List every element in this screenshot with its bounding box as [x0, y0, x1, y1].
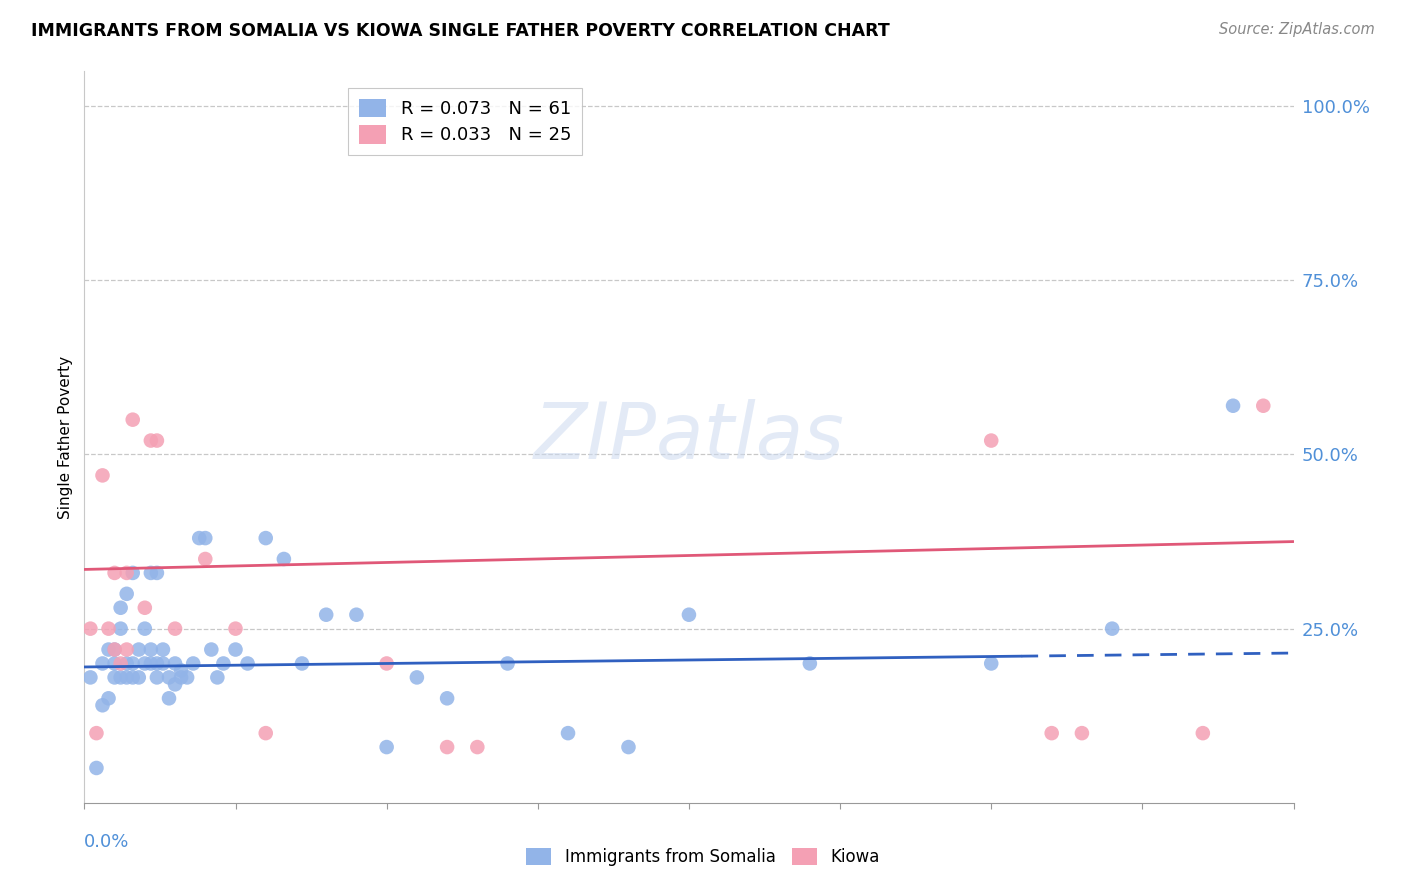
Point: [121, 657, 143, 671]
Point: [799, 657, 821, 671]
Point: [375, 740, 398, 755]
Point: [315, 607, 337, 622]
Point: [346, 607, 368, 622]
Point: [139, 657, 162, 671]
Point: [254, 531, 277, 545]
Point: [678, 607, 700, 622]
Point: [176, 670, 198, 684]
Point: [139, 642, 162, 657]
Text: ZIPatlas: ZIPatlas: [533, 399, 845, 475]
Point: [91, 657, 114, 671]
Point: [128, 642, 150, 657]
Point: [104, 657, 127, 671]
Point: [79, 670, 101, 684]
Point: [1101, 622, 1123, 636]
Point: [146, 434, 169, 448]
Point: [104, 566, 127, 580]
Point: [86, 761, 108, 775]
Point: [146, 657, 169, 671]
Text: Source: ZipAtlas.com: Source: ZipAtlas.com: [1219, 22, 1375, 37]
Y-axis label: Single Father Poverty: Single Father Poverty: [58, 356, 73, 518]
Point: [165, 657, 187, 671]
Point: [134, 622, 156, 636]
Point: [207, 670, 229, 684]
Point: [157, 670, 180, 684]
Point: [139, 434, 162, 448]
Point: [980, 434, 1002, 448]
Point: [165, 622, 187, 636]
Point: [1253, 399, 1275, 413]
Point: [110, 670, 132, 684]
Point: [121, 566, 143, 580]
Point: [139, 566, 162, 580]
Point: [97, 622, 120, 636]
Point: [1071, 726, 1094, 740]
Point: [375, 657, 398, 671]
Point: [436, 691, 458, 706]
Point: [86, 726, 108, 740]
Point: [200, 642, 222, 657]
Point: [557, 726, 579, 740]
Point: [134, 600, 156, 615]
Point: [1040, 726, 1063, 740]
Point: [128, 670, 150, 684]
Point: [181, 657, 204, 671]
Point: [104, 642, 127, 657]
Point: [110, 622, 132, 636]
Point: [104, 670, 127, 684]
Text: 0.0%: 0.0%: [84, 833, 129, 851]
Point: [104, 642, 127, 657]
Point: [1192, 726, 1215, 740]
Point: [157, 691, 180, 706]
Point: [115, 566, 138, 580]
Point: [291, 657, 314, 671]
Point: [467, 740, 489, 755]
Point: [1222, 399, 1244, 413]
Legend: Immigrants from Somalia, Kiowa: Immigrants from Somalia, Kiowa: [520, 841, 886, 873]
Point: [980, 657, 1002, 671]
Point: [97, 691, 120, 706]
Point: [236, 657, 259, 671]
Legend: R = 0.073   N = 61, R = 0.033   N = 25: R = 0.073 N = 61, R = 0.033 N = 25: [349, 87, 582, 155]
Point: [273, 552, 295, 566]
Point: [110, 657, 132, 671]
Point: [436, 740, 458, 755]
Point: [146, 670, 169, 684]
Point: [134, 657, 156, 671]
Point: [212, 657, 235, 671]
Point: [121, 412, 143, 426]
Point: [188, 531, 211, 545]
Point: [91, 468, 114, 483]
Point: [170, 664, 193, 678]
Point: [406, 670, 429, 684]
Text: IMMIGRANTS FROM SOMALIA VS KIOWA SINGLE FATHER POVERTY CORRELATION CHART: IMMIGRANTS FROM SOMALIA VS KIOWA SINGLE …: [31, 22, 890, 40]
Point: [165, 677, 187, 691]
Point: [496, 657, 519, 671]
Point: [115, 587, 138, 601]
Point: [617, 740, 640, 755]
Point: [254, 726, 277, 740]
Point: [194, 552, 217, 566]
Point: [152, 657, 174, 671]
Point: [225, 622, 247, 636]
Point: [79, 622, 101, 636]
Point: [110, 600, 132, 615]
Point: [152, 642, 174, 657]
Point: [115, 670, 138, 684]
Point: [121, 670, 143, 684]
Point: [170, 670, 193, 684]
Point: [225, 642, 247, 657]
Point: [194, 531, 217, 545]
Point: [146, 566, 169, 580]
Point: [91, 698, 114, 713]
Point: [115, 642, 138, 657]
Point: [97, 642, 120, 657]
Point: [115, 657, 138, 671]
